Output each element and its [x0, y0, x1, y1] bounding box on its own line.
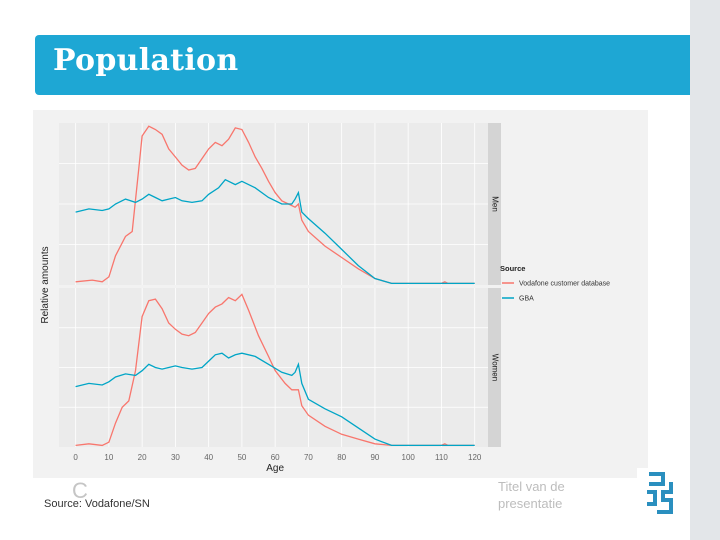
cbs-logo-icon [637, 468, 683, 518]
footer-title: Titel van de presentatie [498, 479, 565, 511]
population-chart: Men Women 0 10 20 30 40 50 60 70 80 90 100 110 120 Age R… [40, 123, 610, 474]
right-edge-strip [690, 0, 720, 540]
x-tick-label: 0 [73, 453, 78, 462]
source-text: Source: Vodafone/SN [44, 498, 150, 510]
series-line-gba-women [75, 352, 475, 447]
legend-title: Source [500, 264, 525, 273]
source-glyph: C [72, 478, 88, 503]
x-tick-label: 90 [370, 453, 379, 462]
facet-strip [488, 288, 501, 447]
series-line-gba-men [75, 178, 475, 285]
x-tick-label: 70 [304, 453, 313, 462]
slide-title: Population [53, 43, 239, 78]
facet-label: Women [490, 354, 499, 381]
series-line-vodafone-women [75, 293, 475, 447]
legend-label: GBA [519, 296, 534, 303]
facet-label: Men [490, 196, 499, 212]
title-bar: Population [35, 35, 690, 95]
x-tick-label: 30 [171, 453, 180, 462]
facet-strip [488, 123, 501, 285]
legend-label: Vodafone customer database [519, 281, 610, 288]
x-tick-label: 60 [271, 453, 280, 462]
x-tick-label: 120 [468, 453, 482, 462]
x-tick-label: 80 [337, 453, 346, 462]
chart-panel: Men Women 0 10 20 30 40 50 60 70 80 90 100 110 120 Age R… [33, 110, 648, 478]
x-tick-label: 40 [204, 453, 213, 462]
x-tick-label: 100 [402, 453, 416, 462]
x-axis-label: Age [266, 463, 284, 474]
x-tick-label: 50 [237, 453, 246, 462]
x-tick-label: 20 [138, 453, 147, 462]
x-tick-label: 110 [435, 453, 448, 462]
x-tick-label: 10 [104, 453, 113, 462]
y-axis-label: Relative amounts [40, 246, 51, 323]
